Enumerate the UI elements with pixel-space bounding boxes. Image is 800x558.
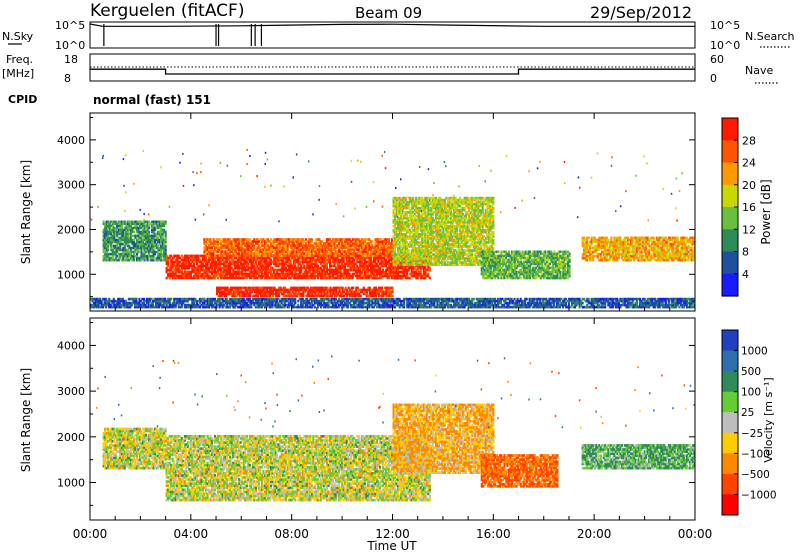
nave-label: Nave <box>745 64 773 77</box>
range-gate-cell <box>408 249 410 252</box>
range-gate-cell <box>392 287 394 290</box>
freq-series <box>90 69 695 74</box>
range-gate-cell <box>392 295 394 298</box>
range-gate-cell <box>165 245 167 248</box>
range-gate-cell <box>360 295 362 298</box>
range-gate-cell <box>371 240 373 243</box>
range-gate-cell <box>381 287 383 290</box>
nsky-tick-bottom: 10^0 <box>55 39 85 52</box>
nsearch-label: N.Search <box>745 30 795 43</box>
nsky-series <box>90 24 695 26</box>
beam-label: Beam 09 <box>355 4 422 22</box>
freq-tick-top: 18 <box>64 53 78 66</box>
station-title: Kerguelen (fitACF) <box>90 1 244 21</box>
range-gate-cell <box>148 231 150 234</box>
range-gate-cell <box>412 197 414 200</box>
range-gate-cell <box>429 277 431 280</box>
cpid-value: normal (fast) 151 <box>93 93 211 107</box>
range-gate-cell <box>399 263 401 266</box>
range-gate-cell <box>165 221 167 224</box>
range-gate-cell <box>210 238 212 241</box>
range-gate-cell <box>388 238 390 241</box>
range-gate-cell <box>405 197 407 200</box>
range-gate-cell <box>352 287 354 290</box>
nave-tick-top: 60 <box>710 53 724 66</box>
freq-tick-bottom: 8 <box>64 72 71 85</box>
range-gate-cell <box>427 273 429 276</box>
freq-label: Freq. <box>6 53 33 66</box>
nsearch-tick-bottom: 10^0 <box>710 39 740 52</box>
nsearch-tick-top: 10^5 <box>710 19 740 32</box>
range-gate-cell <box>311 238 313 241</box>
range-gate-cell <box>133 231 135 234</box>
nsky-strip: N.Sky 10^5 10^0 10^5 10^0 N.Search <box>2 19 795 52</box>
power-heatmap <box>90 149 697 309</box>
nsky-spikes <box>104 24 262 46</box>
date-label: 29/Sep/2012 <box>590 3 692 22</box>
freq-unit-label: [MHz] <box>2 67 34 80</box>
nave-tick-bottom: 0 <box>710 72 717 85</box>
freq-strip: Freq. [MHz] 18 8 60 0 Nave <box>2 53 778 85</box>
cpid-label: CPID <box>8 93 37 106</box>
nsky-label: N.Sky <box>2 30 34 43</box>
range-gate-cell <box>165 231 167 234</box>
nsky-tick-top: 10^5 <box>55 19 85 32</box>
range-gate-cell <box>429 267 431 270</box>
